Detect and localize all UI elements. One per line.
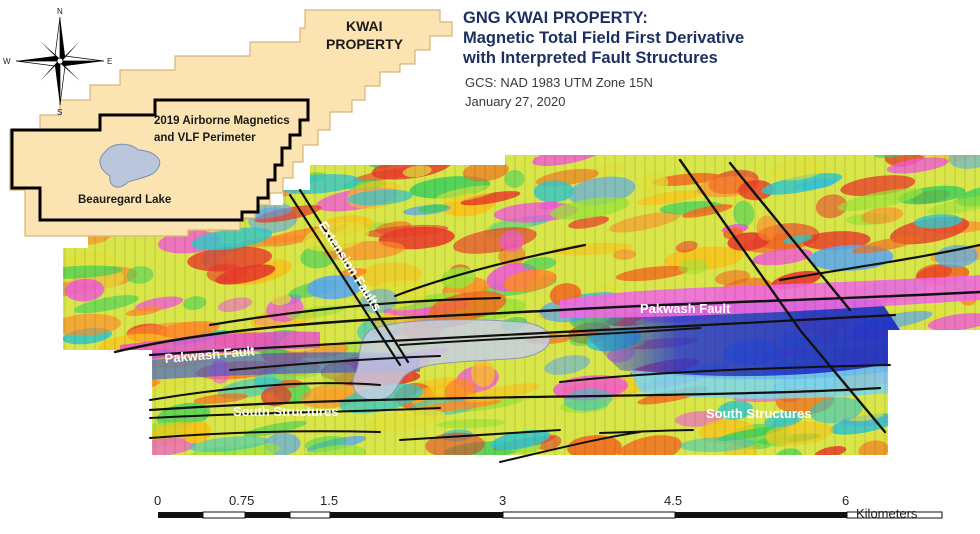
title-line: with Interpreted Fault Structures (463, 49, 718, 67)
beauregard-lake (99, 143, 161, 188)
anomaly-blob (904, 444, 963, 455)
anomaly-blob (63, 442, 108, 453)
scale-tick-label: 0.75 (229, 493, 254, 508)
scale-tick-label: 3 (499, 493, 506, 508)
anomaly-blob (124, 397, 149, 415)
anomaly-blob (115, 424, 152, 450)
anomaly-blob (63, 389, 88, 400)
anomaly-blob (63, 392, 102, 414)
anomaly-blob (944, 404, 980, 429)
scale-tick-label: 4.5 (664, 493, 682, 508)
fault-line (229, 355, 441, 371)
pakwash-fault-east-label: Pakwash Fault (640, 301, 731, 316)
south-structure-line (148, 386, 882, 412)
anomaly-blob (885, 400, 965, 427)
projection-text: GCS: NAD 1983 UTM Zone 15N (465, 75, 653, 90)
anomaly-blob (81, 349, 149, 380)
fault-lines (113, 158, 980, 463)
property-label: KWAI (346, 18, 383, 34)
scale-bar: 0 0.75 1.5 3 4.5 6 Kilometers (154, 493, 943, 521)
south-structure-line (499, 431, 641, 463)
south-structures-west-label: South Structures (233, 404, 338, 419)
south-structures-east-label: South Structures (706, 406, 811, 421)
pakwash-fault-line (113, 290, 980, 354)
fault-line (778, 243, 980, 282)
anomaly-blob (63, 431, 149, 451)
compass-w: W (3, 57, 11, 66)
south-structure-line (149, 407, 441, 419)
diagonal-fault-line (678, 158, 887, 434)
anomaly-blob (96, 379, 161, 397)
scale-tick-label: 1.5 (320, 493, 338, 508)
anomaly-blob (97, 354, 131, 376)
anomaly-blob (897, 435, 924, 455)
title-line: GNG KWAI PROPERTY: (463, 9, 648, 27)
lake-label: Beauregard Lake (78, 194, 171, 206)
scale-tick-label: 0 (154, 493, 161, 508)
compass-s: S (57, 108, 62, 117)
extension-fault-line (288, 193, 402, 367)
compass-n: N (57, 7, 63, 16)
scale-tick-label: 6 (842, 493, 849, 508)
anomaly-blob (951, 422, 980, 446)
anomaly-blob (948, 439, 977, 451)
anomaly-blob (929, 330, 980, 353)
date-text: January 27, 2020 (465, 94, 566, 109)
fault-line (559, 364, 891, 383)
diagonal-fault-line (728, 161, 852, 312)
fault-line (149, 382, 381, 401)
map-title: GNG KWAI PROPERTY: Magnetic Total Field … (463, 8, 744, 68)
title-line: Magnetic Total Field First Derivative (463, 29, 745, 47)
anomaly-blob (63, 395, 102, 420)
pakwash-fault-line (148, 313, 897, 357)
anomaly-blob (898, 357, 949, 381)
compass-e: E (107, 57, 112, 66)
anomaly-blob (68, 413, 92, 436)
perimeter-label: and VLF Perimeter (154, 132, 256, 144)
property-inset: KWAI PROPERTY 2019 Airborne Magnetics an… (9, 9, 453, 237)
anomaly-blob (63, 425, 93, 449)
south-structure-line (399, 429, 561, 441)
extension-fault-line (298, 188, 410, 364)
compass-rose: N S E W (3, 7, 112, 117)
anomaly-blob (911, 390, 980, 405)
perimeter-label: 2019 Airborne Magnetics (154, 115, 290, 127)
south-structure-line (149, 430, 381, 439)
anomaly-blob (952, 380, 980, 408)
anomaly-blob (454, 155, 509, 159)
scale-unit-label: Kilometers (856, 506, 918, 521)
anomaly-blob (63, 398, 112, 420)
fault-line (393, 243, 587, 298)
property-label: PROPERTY (326, 36, 404, 52)
survey-perimeter (10, 98, 310, 222)
pakwash-fault-line (399, 327, 701, 346)
south-structure-line (599, 429, 694, 434)
fault-line (208, 296, 502, 327)
